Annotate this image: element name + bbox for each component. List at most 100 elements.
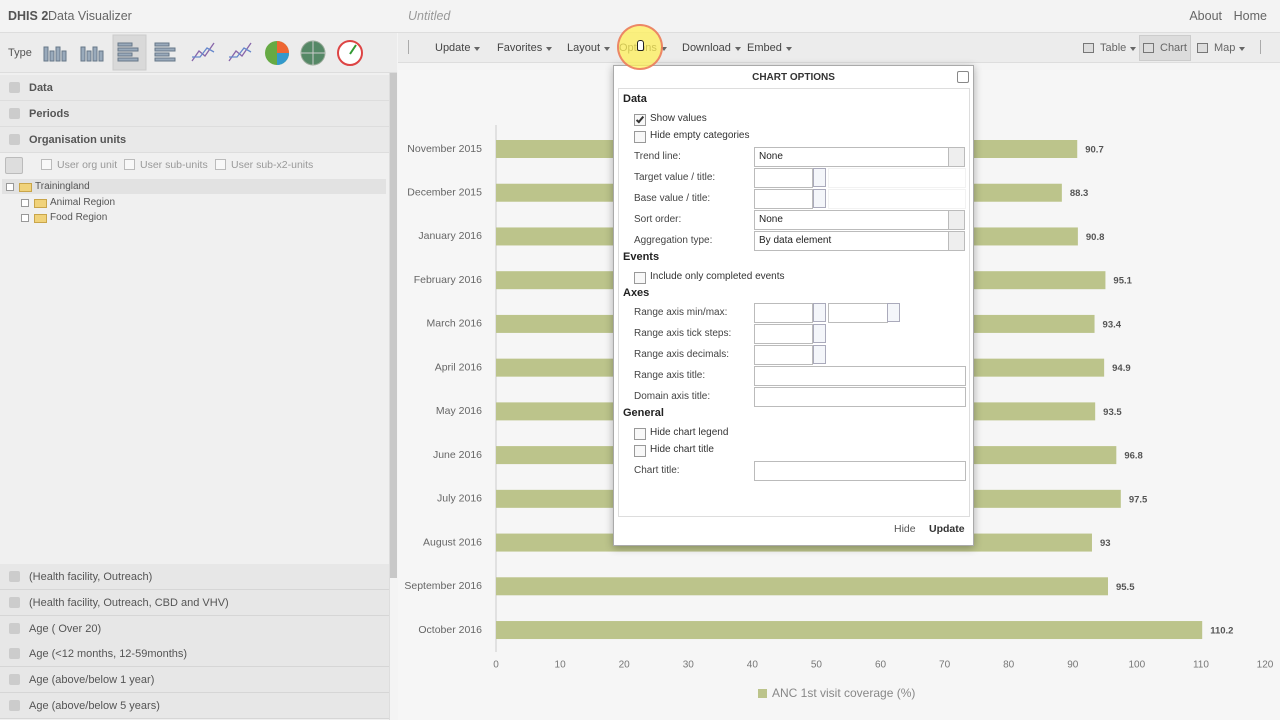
section-heading: General (623, 407, 664, 419)
text-input[interactable] (828, 168, 966, 188)
checkbox[interactable] (634, 131, 646, 143)
group-label: (Health facility, Outreach) (29, 571, 153, 583)
select[interactable] (754, 147, 965, 167)
field-label: Range axis min/max: (634, 307, 728, 318)
text-input[interactable] (754, 387, 966, 407)
field-label: Range axis title: (634, 370, 706, 381)
y-tick-label: December 2015 (407, 187, 482, 199)
section-row[interactable] (0, 101, 389, 127)
checkbox[interactable] (634, 114, 646, 126)
tree-label[interactable]: Animal Region (50, 196, 116, 208)
group-icon (9, 674, 20, 686)
chart-type-button[interactable] (228, 42, 252, 62)
checkbox-label: Hide empty categories (650, 130, 750, 141)
group-icon (9, 648, 20, 660)
folder-icon (34, 214, 47, 223)
dialog-button[interactable]: Hide (894, 523, 916, 535)
value-label: 94.9 (1112, 363, 1131, 374)
group-row[interactable] (0, 667, 389, 694)
dialog-button[interactable]: Update (929, 523, 965, 535)
header-link[interactable]: Home (1233, 9, 1267, 23)
icon (301, 41, 325, 65)
org-checkbox[interactable] (124, 159, 135, 170)
org-option: User sub-units (140, 159, 208, 171)
toolbar-button caret[interactable]: Layout (567, 42, 611, 54)
org-checkbox[interactable] (215, 159, 226, 170)
number-input[interactable] (754, 189, 813, 209)
group-row[interactable] (0, 564, 389, 590)
org-gear[interactable] (5, 157, 23, 174)
value-label: 93.5 (1103, 407, 1122, 418)
tree-toggle[interactable] (21, 214, 29, 222)
group-row[interactable] (0, 693, 389, 719)
checkbox[interactable] (634, 272, 646, 284)
field-label: Sort order: (634, 214, 682, 225)
cursor (637, 40, 644, 51)
tree-toggle[interactable] (21, 198, 29, 207)
tree-label[interactable]: Food Region (50, 212, 108, 223)
section-row[interactable] (0, 75, 389, 101)
group-row[interactable] (0, 589, 389, 616)
spinner[interactable] (813, 168, 826, 187)
org-option: User sub-x2-units (231, 159, 314, 171)
dialog-close[interactable] (957, 71, 969, 83)
y-tick-label: June 2016 (433, 449, 482, 461)
group-row[interactable] (0, 615, 389, 642)
chart-type-button[interactable] (154, 42, 176, 62)
tree-label[interactable]: Trainingland (35, 181, 90, 192)
section-row[interactable] (0, 127, 389, 153)
number-input[interactable] (754, 345, 813, 365)
org-checkbox[interactable] (41, 159, 52, 170)
view-icon (1083, 43, 1094, 53)
spinner[interactable] (813, 345, 826, 364)
x-tick-label: 60 (875, 660, 887, 671)
chart-type-button[interactable] (112, 34, 147, 71)
y-tick-label: May 2016 (436, 405, 482, 417)
text-input[interactable] (828, 189, 966, 209)
toolbar-button caret[interactable]: Update (435, 42, 482, 54)
collapse-right[interactable] (1260, 40, 1266, 54)
checkbox[interactable] (634, 445, 646, 457)
number-input[interactable] (754, 324, 813, 344)
spinner[interactable] (813, 324, 826, 343)
folder-icon (19, 183, 32, 192)
field-label: Trend line: (634, 151, 681, 162)
type-label: Type (8, 47, 32, 59)
toolbar-button caret[interactable]: Favorites (497, 42, 553, 54)
spinner[interactable] (887, 303, 900, 322)
select[interactable] (754, 210, 965, 230)
select-arrow[interactable] (948, 231, 965, 251)
y-tick-label: August 2016 (423, 536, 482, 548)
x-tick-label: 30 (683, 660, 695, 671)
spinner[interactable] (813, 189, 826, 208)
view-button[interactable]: Table (1100, 42, 1137, 54)
value-label: 88.3 (1070, 188, 1089, 199)
chart-type-button[interactable] (337, 40, 363, 66)
icon (228, 42, 252, 62)
number-input[interactable] (754, 168, 813, 188)
toolbar-button caret[interactable]: Embed (747, 42, 792, 54)
text-input[interactable] (754, 461, 966, 481)
chart-type-button[interactable] (265, 41, 289, 65)
group-icon (9, 596, 20, 608)
collapse-left[interactable] (408, 40, 414, 54)
tree-toggle[interactable] (6, 183, 14, 191)
group-row[interactable] (0, 641, 389, 668)
spinner[interactable] (813, 303, 826, 322)
chart-type-button[interactable] (43, 46, 67, 62)
chart-type-icons (43, 34, 363, 71)
chart-type-button[interactable] (300, 40, 326, 66)
number-input[interactable] (754, 303, 813, 323)
select-arrow[interactable] (948, 210, 965, 230)
chart-type-button[interactable] (191, 42, 215, 62)
header-link[interactable]: About (1189, 9, 1222, 23)
number-input[interactable] (828, 303, 888, 323)
view-button[interactable]: Chart (1160, 42, 1187, 54)
view-button[interactable]: Map (1214, 42, 1247, 54)
select-arrow[interactable] (948, 147, 965, 167)
y-tick-label: October 2016 (418, 624, 482, 636)
toolbar-button caret[interactable]: Download (682, 42, 741, 54)
text-input[interactable] (754, 366, 966, 386)
checkbox[interactable] (634, 428, 646, 440)
chart-type-button[interactable] (80, 46, 104, 62)
